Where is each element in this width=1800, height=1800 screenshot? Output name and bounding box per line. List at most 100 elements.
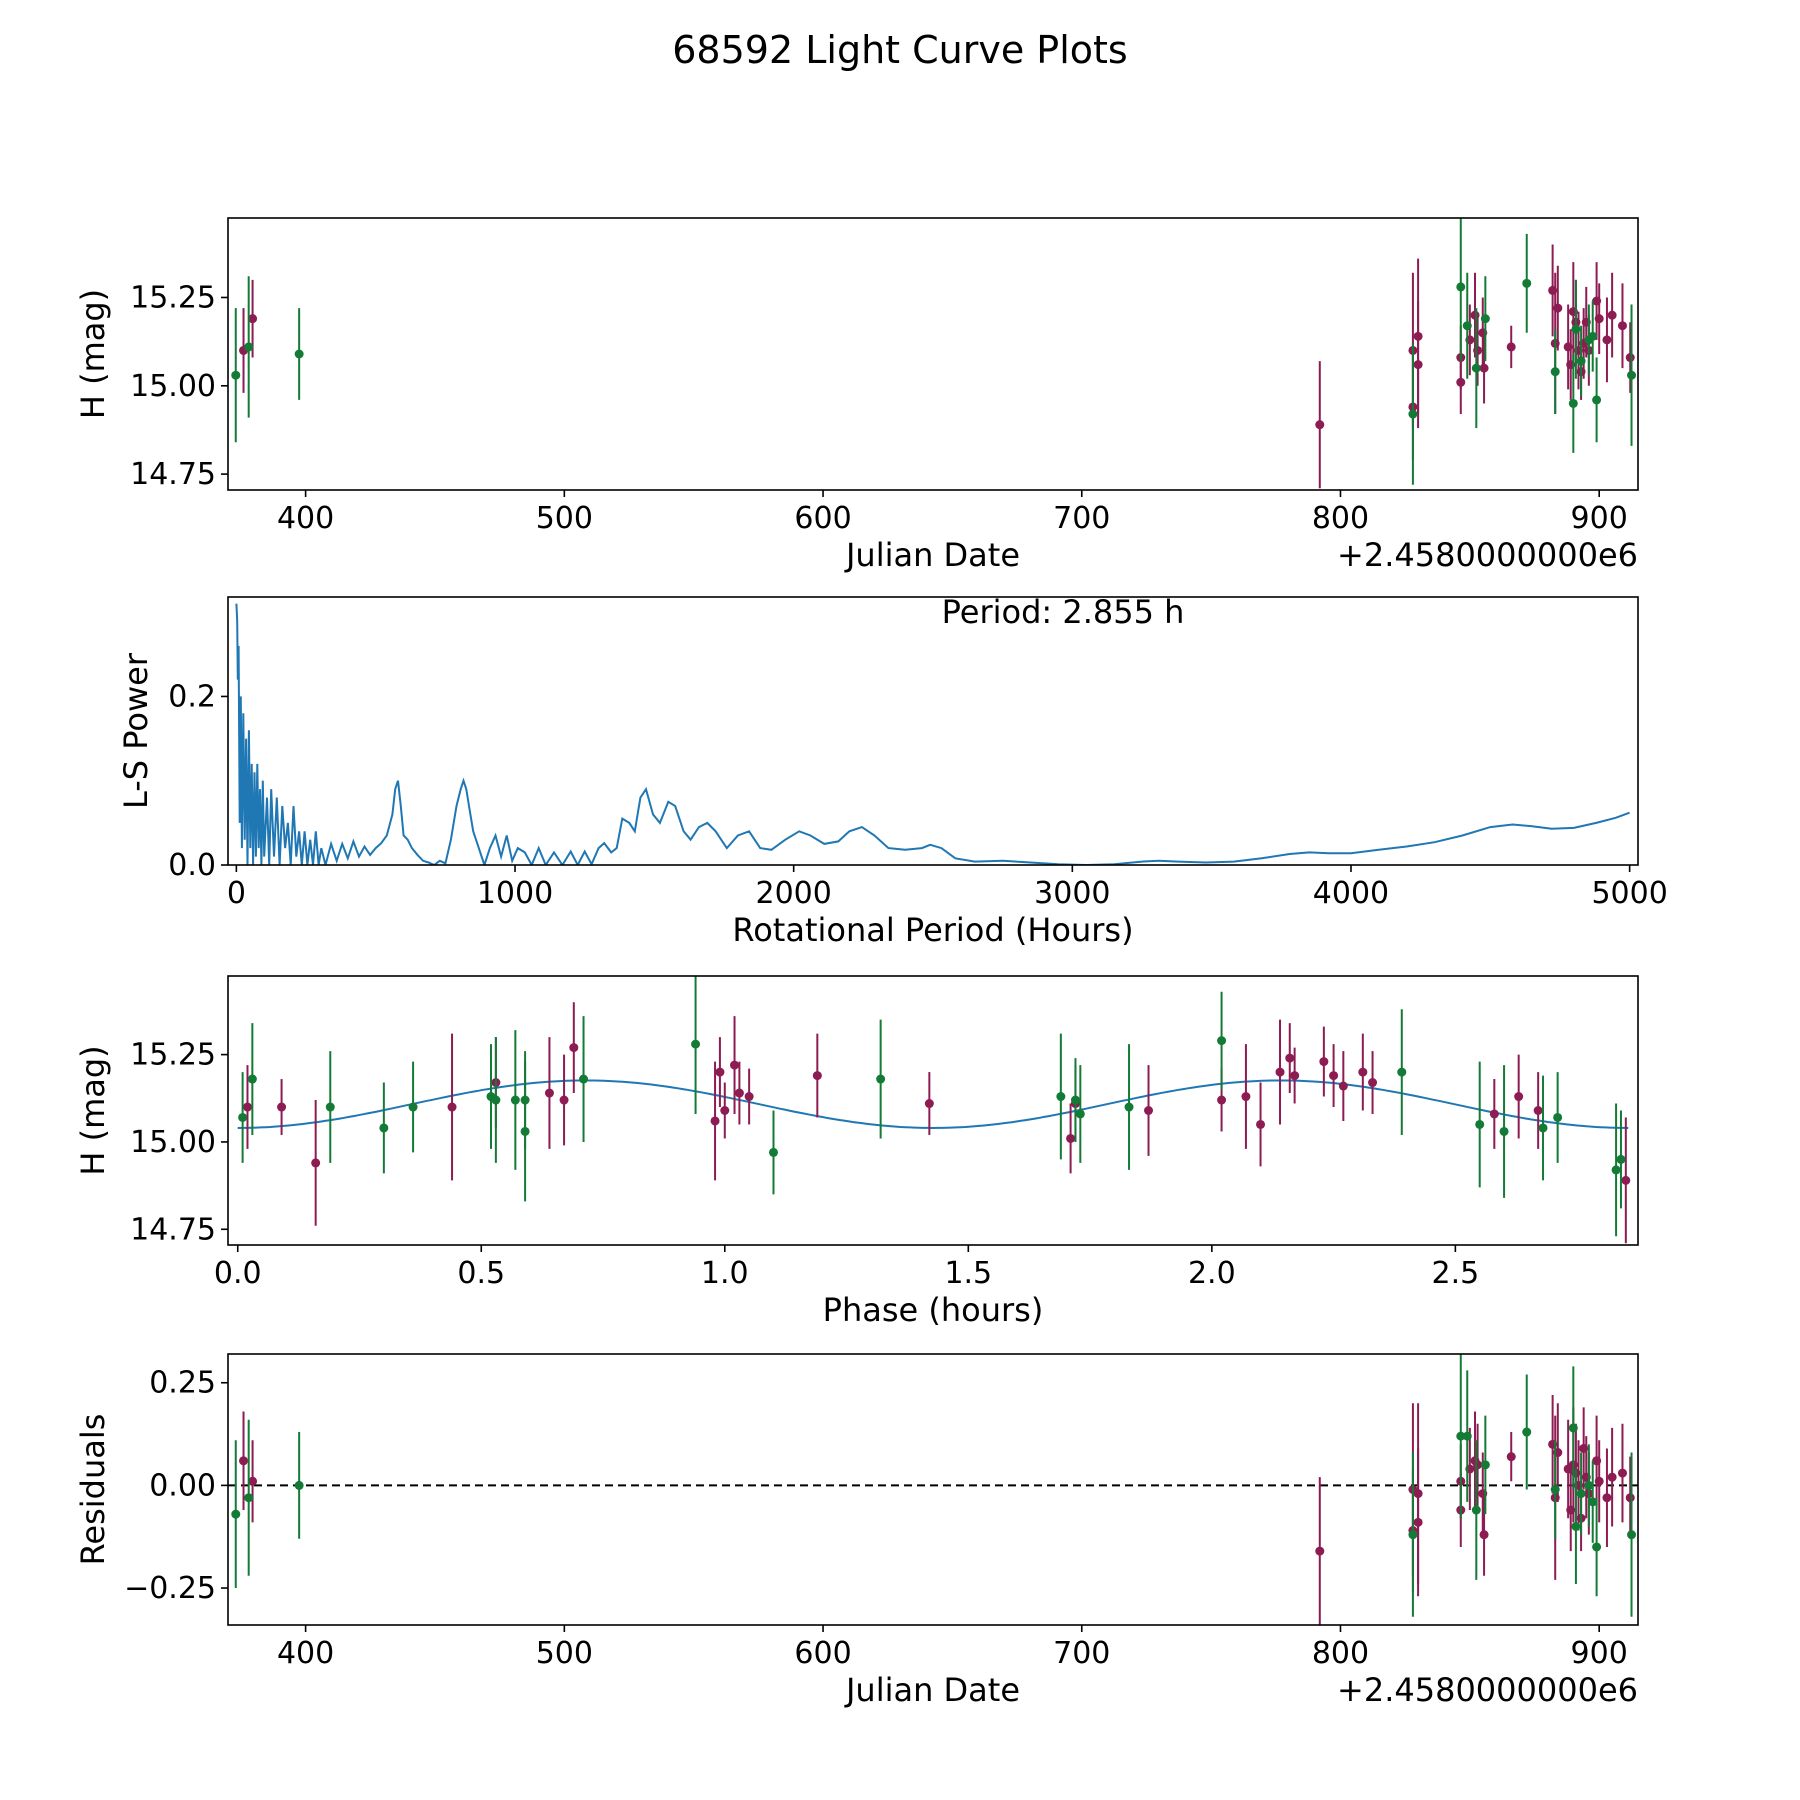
data-point xyxy=(1275,1019,1285,1125)
y-tick-label: 15.25 xyxy=(130,1038,216,1073)
periodogram-data xyxy=(235,603,1630,865)
point-marker xyxy=(1479,363,1489,373)
x-tick-label: 1000 xyxy=(477,876,553,911)
point-marker xyxy=(1329,1071,1339,1081)
point-marker xyxy=(1290,1071,1300,1081)
point-marker xyxy=(1553,1112,1563,1122)
point-marker xyxy=(1584,1480,1594,1490)
point-marker xyxy=(1594,1476,1604,1486)
point-marker xyxy=(1319,1057,1329,1067)
data-point xyxy=(248,279,258,358)
point-marker xyxy=(447,1102,457,1112)
x-tick-label: 800 xyxy=(1312,1636,1369,1671)
x-tick-label: 2.5 xyxy=(1431,1256,1479,1291)
data-point xyxy=(1617,283,1627,369)
data-point xyxy=(1408,343,1418,485)
data-point xyxy=(1625,1456,1635,1539)
point-marker xyxy=(1275,1067,1285,1077)
x-tick-label: 0 xyxy=(227,876,246,911)
point-marker xyxy=(1480,1460,1490,1470)
point-marker xyxy=(1592,395,1602,405)
data-point xyxy=(1358,1033,1368,1111)
point-marker xyxy=(325,1102,335,1112)
point-marker xyxy=(559,1095,569,1105)
point-marker xyxy=(1489,1109,1499,1119)
data-point xyxy=(744,1068,754,1125)
point-marker xyxy=(710,1116,720,1126)
lc-data xyxy=(231,218,1637,489)
point-marker xyxy=(734,1088,744,1098)
data-point xyxy=(244,1419,254,1576)
point-marker xyxy=(231,1509,241,1519)
point-marker xyxy=(1315,1546,1325,1556)
point-marker xyxy=(248,1476,258,1486)
y-tick-label: 0.2 xyxy=(168,679,216,714)
point-marker xyxy=(1627,370,1637,380)
lc-frame xyxy=(227,217,1639,491)
data-point xyxy=(238,1072,248,1163)
point-marker xyxy=(1538,1123,1548,1133)
x-offset-label: +2.4580000000e6 xyxy=(1337,536,1638,574)
y-tick-label: 14.75 xyxy=(130,1212,216,1247)
y-tick-label: 14.75 xyxy=(130,457,216,492)
data-point xyxy=(1533,1072,1543,1149)
point-marker xyxy=(294,349,304,359)
lc-panel: 400 500 600 700 800 900 14.75 15.00 15.25 Julian … xyxy=(74,217,1639,574)
point-marker xyxy=(244,1493,254,1503)
y-tick-label: −0.25 xyxy=(124,1571,216,1606)
point-marker xyxy=(1408,409,1418,419)
data-point xyxy=(325,1051,335,1163)
y-axis-label: Residuals xyxy=(74,1414,112,1566)
data-point xyxy=(1553,265,1563,351)
data-point xyxy=(924,1072,934,1135)
x-axis-label: Rotational Period (Hours) xyxy=(732,911,1133,949)
data-point xyxy=(715,1037,725,1108)
x-axis-label: Julian Date xyxy=(844,536,1020,574)
point-marker xyxy=(1627,1530,1637,1540)
data-point xyxy=(1315,1477,1325,1625)
point-marker xyxy=(1571,324,1581,334)
point-marker xyxy=(1070,1095,1080,1105)
point-marker xyxy=(1592,1542,1602,1552)
data-point xyxy=(447,1033,457,1181)
data-point xyxy=(1315,361,1325,489)
power-line xyxy=(235,603,1630,865)
x-tick-label: 600 xyxy=(794,501,851,536)
phase-panel: 0.0 0.5 1.0 1.5 2.0 2.5 14.75 15.00 15.25 Phase (… xyxy=(74,975,1639,1329)
x-tick-label: 500 xyxy=(536,1636,593,1671)
data-point xyxy=(1576,325,1586,397)
data-point xyxy=(1075,1065,1085,1163)
point-marker xyxy=(730,1060,740,1070)
point-marker xyxy=(1594,314,1604,324)
data-point xyxy=(242,1065,252,1149)
period-annotation: Period: 2.855 h xyxy=(942,593,1185,631)
data-point xyxy=(579,1016,589,1142)
x-tick-label: 400 xyxy=(277,501,334,536)
data-point xyxy=(1479,1493,1489,1576)
data-point xyxy=(1592,357,1602,443)
point-marker xyxy=(1338,1081,1348,1091)
data-point xyxy=(1471,1440,1481,1580)
x-tick-label: 0.0 xyxy=(214,1256,262,1291)
point-marker xyxy=(379,1123,389,1133)
point-marker xyxy=(1473,1460,1483,1470)
x-tick-label: 800 xyxy=(1312,501,1369,536)
data-point xyxy=(1144,1065,1154,1156)
data-point xyxy=(1480,1415,1490,1515)
point-marker xyxy=(1456,282,1466,292)
data-point xyxy=(1621,1117,1631,1244)
data-point xyxy=(1594,1440,1604,1523)
data-point xyxy=(1627,1452,1637,1617)
point-marker xyxy=(491,1095,501,1105)
point-marker xyxy=(1462,1431,1472,1441)
data-point xyxy=(510,1030,520,1170)
point-marker xyxy=(1368,1078,1378,1088)
point-marker xyxy=(239,1456,249,1466)
data-point xyxy=(1329,1044,1339,1108)
point-marker xyxy=(1522,278,1532,288)
x-axis-label: Phase (hours) xyxy=(823,1291,1044,1329)
point-marker xyxy=(691,1039,701,1049)
y-axis-label: H (mag) xyxy=(74,289,112,419)
data-point xyxy=(1627,304,1637,446)
data-point xyxy=(231,1440,241,1589)
